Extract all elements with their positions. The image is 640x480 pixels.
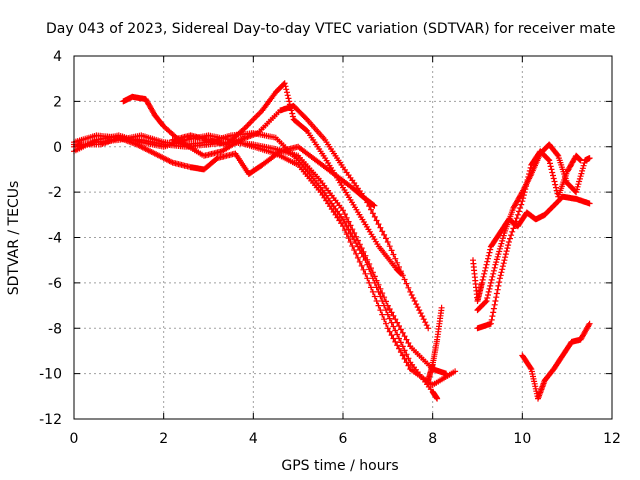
track-7-markers <box>425 304 445 384</box>
track-9-markers <box>474 141 593 314</box>
y-tick-label: 0 <box>53 140 62 156</box>
x-axis-label: GPS time / hours <box>281 458 398 474</box>
y-tick-label: -2 <box>48 185 62 201</box>
track-2-line <box>73 132 438 399</box>
chart-title: Day 043 of 2023, Sidereal Day-to-day VTE… <box>46 21 616 37</box>
y-tick-label: -8 <box>48 321 62 337</box>
x-tick-label: 8 <box>428 431 437 447</box>
track-9-series <box>474 141 593 314</box>
plot-frame <box>73 55 613 420</box>
x-tick-label: 12 <box>603 431 621 447</box>
track-8-series <box>470 193 593 304</box>
track-11-markers <box>519 320 593 402</box>
track-4-series <box>169 80 405 277</box>
track-3-series <box>71 132 459 388</box>
y-tick-label: -10 <box>39 367 62 383</box>
axis-ticks: 0 2 4 6 8 10 12 -12 -10 -8 -6 -4 -2 0 2 4 <box>39 49 621 447</box>
y-axis-label: SDTVAR / TECUs <box>6 181 22 296</box>
y-tick-label: 4 <box>53 49 62 65</box>
y-tick-label: 2 <box>53 94 62 110</box>
x-tick-label: 4 <box>249 431 258 447</box>
series-group <box>71 80 593 402</box>
y-tick-label: -12 <box>39 412 62 428</box>
track-4-markers <box>169 80 405 277</box>
track-3-line <box>73 134 456 386</box>
track-5-markers <box>120 93 432 332</box>
x-tick-label: 10 <box>513 431 531 447</box>
track-4-line <box>172 82 402 275</box>
track-8-markers <box>470 193 593 304</box>
y-tick-label: -6 <box>48 276 62 292</box>
x-tick-label: 0 <box>70 431 79 447</box>
track-11-series <box>519 320 593 402</box>
y-tick-label: -4 <box>48 231 62 247</box>
track-7-series <box>425 304 445 384</box>
x-tick-label: 6 <box>339 431 348 447</box>
track-10-markers <box>474 148 584 332</box>
x-tick-label: 2 <box>159 431 168 447</box>
track-1-line <box>73 134 447 375</box>
track-10-series <box>474 148 584 332</box>
